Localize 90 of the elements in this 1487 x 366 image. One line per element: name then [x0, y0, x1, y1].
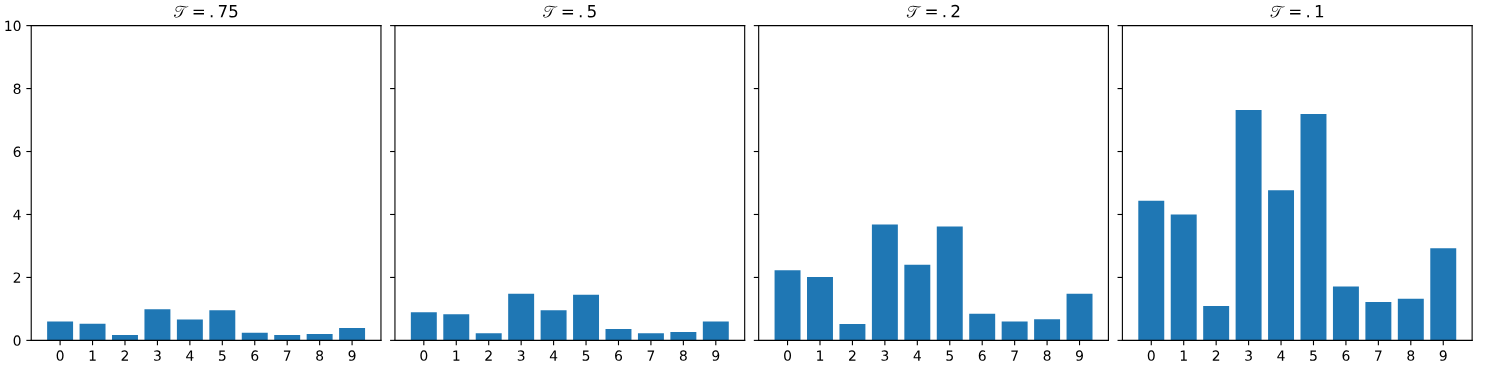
chart-title: 𝒯=.75 — [174, 5, 238, 18]
y-tick-label: 4 — [13, 209, 21, 220]
bar — [702, 321, 729, 341]
bar — [1300, 114, 1327, 341]
x-tick-label: 9 — [712, 350, 720, 361]
bar — [79, 323, 106, 341]
x-tick-label: 9 — [1075, 350, 1083, 361]
bar — [144, 309, 171, 341]
bar — [1138, 200, 1165, 341]
x-tick-label: 4 — [186, 350, 194, 361]
x-tick-label: 9 — [348, 350, 356, 361]
y-tick-label: 6 — [13, 146, 21, 157]
x-tick-label: 2 — [121, 350, 129, 361]
x-tick-label: 1 — [817, 350, 824, 361]
bar — [1001, 321, 1028, 341]
bar — [904, 264, 931, 341]
x-tick-label: 0 — [784, 350, 792, 361]
x-tick-label: 7 — [647, 350, 655, 361]
bar — [475, 333, 502, 341]
x-tick-label: 5 — [218, 350, 226, 361]
bar — [969, 313, 996, 341]
x-tick-label: 3 — [881, 350, 889, 361]
bar — [573, 294, 600, 341]
bar — [508, 293, 535, 341]
x-tick-label: 5 — [946, 350, 953, 361]
bar — [47, 321, 74, 341]
y-tick-label: 2 — [13, 272, 21, 283]
bar — [1268, 190, 1295, 341]
x-tick-label: 3 — [1245, 350, 1252, 361]
x-tick-label: 2 — [485, 350, 492, 361]
x-tick-label: 1 — [89, 350, 96, 361]
bar — [807, 277, 833, 341]
x-tick-label: 4 — [913, 350, 921, 361]
x-tick-label: 4 — [1277, 350, 1285, 361]
x-tick-label: 4 — [549, 350, 558, 361]
x-tick-label: 8 — [679, 350, 687, 361]
bar — [871, 224, 898, 341]
bar — [306, 334, 333, 341]
bar — [540, 310, 567, 341]
x-tick-label: 7 — [1375, 350, 1382, 361]
bar — [1034, 319, 1061, 341]
chart-title: 𝒯=.1 — [1270, 5, 1324, 18]
bar — [936, 226, 963, 341]
bar — [637, 333, 664, 341]
x-tick-label: 1 — [1180, 350, 1187, 361]
bar — [1203, 306, 1230, 341]
bar — [605, 329, 632, 341]
chart-title: 𝒯=.2 — [906, 4, 960, 18]
x-tick-label: 6 — [978, 350, 986, 361]
x-tick-label: 0 — [1147, 350, 1155, 361]
bar — [274, 335, 301, 341]
x-tick-label: 6 — [251, 350, 259, 361]
x-tick-label: 9 — [1439, 350, 1447, 361]
x-tick-label: 8 — [1043, 350, 1051, 361]
x-tick-label: 3 — [517, 350, 525, 361]
x-tick-label: 5 — [1310, 350, 1317, 361]
x-tick-label: 8 — [1407, 350, 1415, 361]
bar — [670, 331, 697, 341]
x-tick-label: 7 — [283, 350, 291, 361]
bar — [1066, 293, 1093, 341]
bar — [112, 335, 138, 341]
x-tick-label: 2 — [1212, 350, 1220, 361]
bar — [443, 314, 470, 341]
bar — [1365, 301, 1392, 341]
x-tick-label: 7 — [1011, 350, 1018, 361]
bar — [839, 324, 866, 341]
x-tick-label: 8 — [316, 350, 324, 361]
bar — [410, 312, 437, 341]
x-tick-label: 3 — [154, 350, 161, 361]
x-tick-label: 0 — [420, 350, 428, 361]
bar — [1332, 286, 1359, 341]
x-tick-label: 6 — [1342, 350, 1350, 361]
bar — [1170, 214, 1197, 341]
y-tick-label: 8 — [13, 83, 21, 95]
bar — [339, 328, 366, 341]
x-tick-label: 0 — [56, 350, 64, 361]
chart-title: 𝒯=.5 — [543, 5, 596, 18]
bar — [1397, 298, 1424, 341]
x-tick-label: 1 — [453, 350, 460, 361]
y-tick-label: 10 — [5, 20, 21, 32]
bar — [774, 270, 801, 341]
bar — [176, 319, 203, 341]
x-tick-label: 5 — [582, 350, 590, 361]
bar — [1430, 248, 1457, 341]
bar — [1235, 109, 1262, 341]
x-tick-label: 6 — [615, 350, 623, 361]
bar — [241, 332, 268, 341]
bar — [209, 310, 236, 341]
x-tick-label: 2 — [849, 350, 856, 361]
y-tick-label: 0 — [13, 335, 21, 346]
